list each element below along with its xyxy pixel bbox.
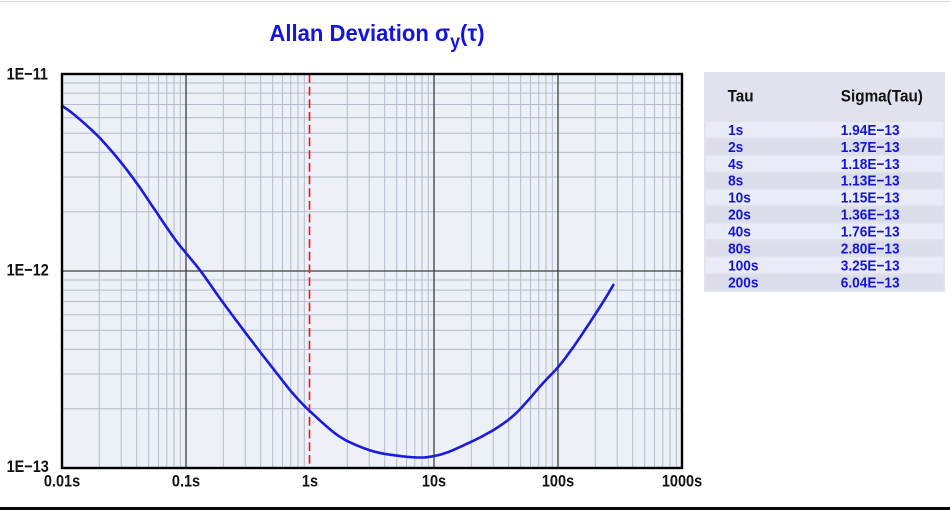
svg-text:10s: 10s [728,190,751,207]
svg-text:4s: 4s [728,156,743,173]
svg-text:1.13E−13: 1.13E−13 [841,173,900,190]
svg-text:2.80E−13: 2.80E−13 [841,241,900,258]
svg-text:1.18E−13: 1.18E−13 [841,156,900,173]
svg-text:Tau: Tau [728,87,754,106]
svg-text:1000s: 1000s [662,473,702,491]
svg-text:2s: 2s [728,139,743,156]
svg-text:1.36E−13: 1.36E−13 [841,207,900,224]
svg-text:1.15E−13: 1.15E−13 [841,190,900,207]
svg-text:1s: 1s [302,473,318,491]
svg-text:1.37E−13: 1.37E−13 [841,139,900,156]
svg-text:200s: 200s [728,275,758,292]
svg-text:40s: 40s [728,224,751,241]
svg-text:0.1s: 0.1s [172,473,200,491]
svg-text:1E−13: 1E−13 [7,458,49,476]
svg-text:0.01s: 0.01s [44,473,80,491]
svg-text:100s: 100s [542,473,574,491]
svg-text:100s: 100s [728,258,758,275]
svg-text:6.04E−13: 6.04E−13 [841,275,900,292]
svg-text:1E−12: 1E−12 [7,262,49,280]
svg-text:80s: 80s [728,241,751,258]
svg-text:8s: 8s [728,173,743,190]
svg-text:20s: 20s [728,207,751,224]
svg-text:Allan Deviation σy(τ): Allan Deviation σy(τ) [269,19,484,52]
svg-text:1.94E−13: 1.94E−13 [841,122,900,139]
svg-text:1.76E−13: 1.76E−13 [841,224,900,241]
svg-text:10s: 10s [422,473,446,491]
svg-text:1E−11: 1E−11 [7,66,49,84]
svg-text:Sigma(Tau): Sigma(Tau) [841,87,923,106]
svg-text:1s: 1s [728,122,743,139]
svg-text:3.25E−13: 3.25E−13 [841,258,900,275]
